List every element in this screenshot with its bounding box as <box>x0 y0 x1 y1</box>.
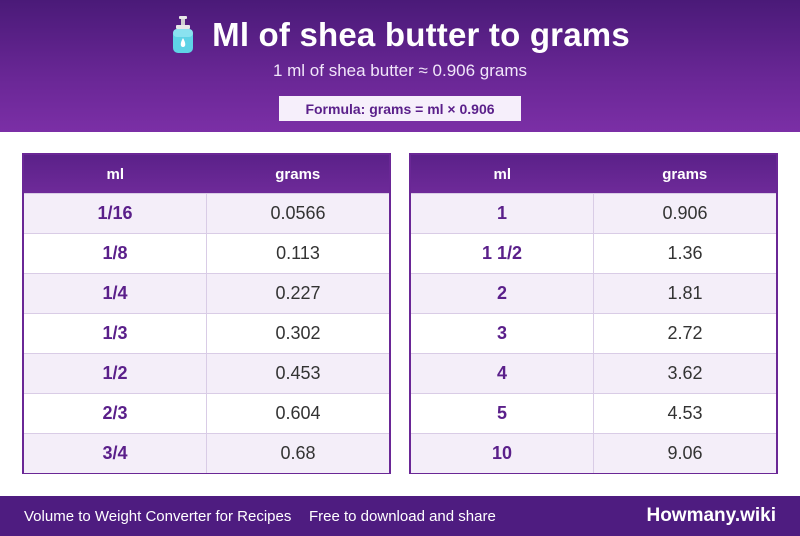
grams-cell: 0.906 <box>662 203 708 223</box>
formula-badge: Formula: grams = ml × 0.906 <box>279 96 521 121</box>
ml-cell: 2/3 <box>24 394 207 433</box>
table-row: 1/3 0.302 <box>24 313 389 353</box>
table-body: 1 0.906 1 1/2 1.36 2 1.81 3 2.72 4 3.62 5 4.53… <box>411 193 776 473</box>
ml-cell: 1 1/2 <box>411 234 594 273</box>
footer-site-name: Volume to Weight Converter for Recipes <box>24 507 292 525</box>
grams-cell: 2.72 <box>667 323 703 343</box>
page-title: Ml of shea butter to grams <box>212 16 630 53</box>
conversion-table-left: ml grams 1/16 0.0566 1/8 0.113 1/4 0.227 1/… <box>22 153 391 474</box>
lotion-bottle-icon <box>173 16 194 53</box>
grams-cell: 1.81 <box>667 283 703 303</box>
table-row: 3/4 0.68 <box>24 433 389 473</box>
table-header: ml grams <box>24 155 389 193</box>
ml-cell: 1 <box>411 194 594 233</box>
grams-cell: 1.36 <box>667 243 703 263</box>
grams-cell: 4.53 <box>667 403 703 423</box>
grams-cell: 9.06 <box>667 443 703 463</box>
ml-cell: 3 <box>411 314 594 353</box>
column-header-grams: grams <box>662 165 708 183</box>
grams-cell: 0.453 <box>275 363 321 383</box>
table-row: 1 1/2 1.36 <box>411 233 776 273</box>
grams-cell: 0.302 <box>275 323 321 343</box>
brand-link[interactable]: Howmany.wiki <box>646 505 776 526</box>
table-row: 1/2 0.453 <box>24 353 389 393</box>
table-row: 1/16 0.0566 <box>24 193 389 233</box>
grams-cell: 0.68 <box>280 443 316 463</box>
table-row: 1/4 0.227 <box>24 273 389 313</box>
ml-cell: 10 <box>411 434 594 473</box>
grams-cell: 0.604 <box>275 403 321 423</box>
table-row: 10 9.06 <box>411 433 776 473</box>
ml-cell: 5 <box>411 394 594 433</box>
ml-cell: 1/3 <box>24 314 207 353</box>
table-row: 1/8 0.113 <box>24 233 389 273</box>
header: Ml of shea butter to grams 1 ml of shea … <box>0 0 800 132</box>
ml-cell: 3/4 <box>24 434 207 473</box>
table-row: 2 1.81 <box>411 273 776 313</box>
title-row: Ml of shea butter to grams <box>0 14 800 56</box>
ml-cell: 1/8 <box>24 234 207 273</box>
grams-cell: 3.62 <box>667 363 703 383</box>
ml-cell: 1/16 <box>24 194 207 233</box>
grams-cell: 0.227 <box>275 283 321 303</box>
column-header-grams: grams <box>275 165 321 183</box>
column-header-ml: ml <box>106 165 124 183</box>
table-body: 1/16 0.0566 1/8 0.113 1/4 0.227 1/3 0.302 1/… <box>24 193 389 473</box>
table-row: 4 3.62 <box>411 353 776 393</box>
table-row: 2/3 0.604 <box>24 393 389 433</box>
column-header-ml: ml <box>493 165 511 183</box>
grams-cell: 0.113 <box>276 243 320 263</box>
table-row: 1 0.906 <box>411 193 776 233</box>
footer: Volume to Weight Converter for Recipes F… <box>0 496 800 536</box>
grams-cell: 0.0566 <box>270 203 326 223</box>
page-subtitle: 1 ml of shea butter ≈ 0.906 grams <box>272 61 528 80</box>
table-header: ml grams <box>411 155 776 193</box>
ml-cell: 4 <box>411 354 594 393</box>
ml-cell: 1/2 <box>24 354 207 393</box>
ml-cell: 1/4 <box>24 274 207 313</box>
table-row: 3 2.72 <box>411 313 776 353</box>
footer-tagline: Free to download and share <box>309 507 496 525</box>
table-row: 5 4.53 <box>411 393 776 433</box>
ml-cell: 2 <box>411 274 594 313</box>
